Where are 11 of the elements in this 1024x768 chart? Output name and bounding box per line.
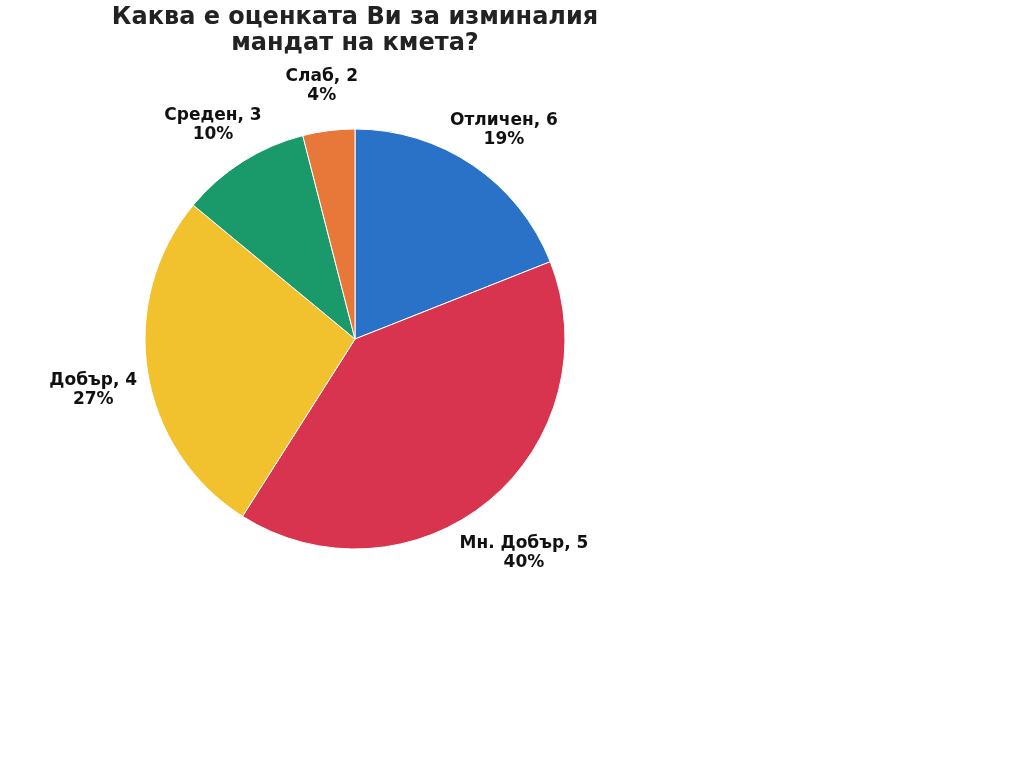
data-label: 40% — [503, 551, 545, 572]
slice-label: Среден, 3 — [164, 104, 262, 125]
data-label: 4% — [307, 84, 337, 105]
slice-label: Добър, 4 — [49, 369, 138, 390]
slice-label: Мн. Добър, 5 — [459, 532, 589, 553]
chart-title: Каква е оценката Ви за изминалия мандат на кмета? — [111, 2, 599, 56]
data-label: 10% — [192, 123, 234, 144]
slice-label: Слаб, 2 — [285, 65, 359, 86]
slice-label: Отличен, 6 — [450, 108, 558, 129]
data-label: 19% — [483, 127, 525, 148]
data-label: 27% — [72, 388, 114, 409]
